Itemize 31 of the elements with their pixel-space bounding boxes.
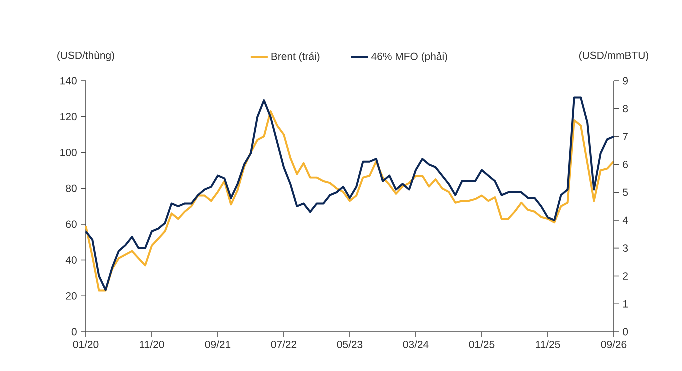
- x-tick-label: 01/25: [469, 340, 495, 348]
- y-axis-title: (USD/thùng): [58, 51, 114, 62]
- y2-tick-label: 9: [623, 77, 628, 85]
- x-tick-label: 09/21: [205, 340, 231, 348]
- y-tick-label: 80: [66, 184, 77, 192]
- y-tick-label: 40: [66, 256, 77, 264]
- y-tick-label: 140: [60, 77, 77, 85]
- y-tick-label: 60: [66, 220, 77, 228]
- y2-tick-label: 8: [623, 105, 628, 113]
- y2-tick-label: 3: [623, 244, 628, 252]
- y-tick-label: 100: [60, 149, 77, 156]
- y2-tick-label: 0: [623, 328, 628, 336]
- x-tick-label: 09/26: [601, 340, 627, 348]
- x-tick-label: 01/20: [73, 340, 99, 348]
- y-tick-label: 20: [66, 292, 77, 300]
- y2-tick-label: 6: [623, 160, 628, 168]
- y-tick-label: 120: [60, 113, 77, 121]
- legend-label: Brent (trái): [272, 52, 320, 62]
- y2-axis-title: (USD/mmBTU): [579, 52, 648, 62]
- y2-tick-label: 4: [622, 216, 628, 224]
- x-tick-label: 05/23: [337, 340, 363, 348]
- x-tick-label: 11/20: [140, 340, 164, 348]
- x-tick-label: 11/25: [536, 340, 560, 348]
- y2-tick-label: 1: [623, 300, 628, 308]
- y-tick-label: 0: [72, 328, 77, 336]
- legend-label: 46% MFO (phải): [372, 52, 448, 62]
- x-tick-label: 03/24: [403, 340, 429, 348]
- y2-tick-label: 5: [623, 188, 628, 196]
- x-tick-label: 07/22: [271, 340, 297, 348]
- y2-tick-label: 2: [623, 272, 628, 280]
- y2-tick-label: 7: [623, 133, 628, 140]
